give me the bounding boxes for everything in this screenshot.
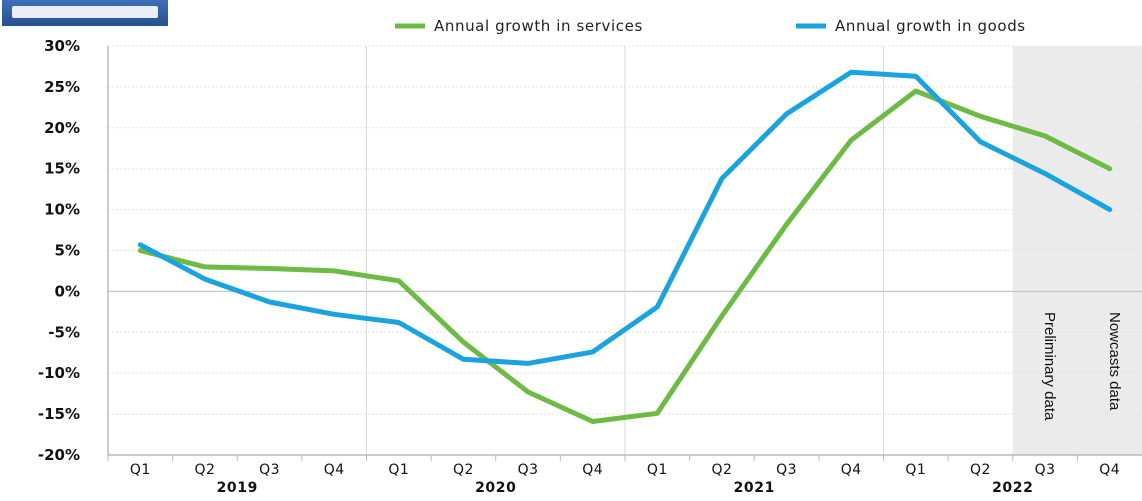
y-tick-label: -10% (38, 364, 80, 382)
annotation-label: Nowcasts data (1106, 312, 1123, 411)
legend-label: Annual growth in services (434, 17, 643, 35)
y-tick-label: 20% (44, 119, 80, 137)
x-tick-label: Q4 (1099, 462, 1120, 478)
y-tick-label: 15% (44, 160, 80, 178)
x-tick-label: Q1 (388, 462, 409, 478)
x-tick-label: Q3 (518, 462, 539, 478)
year-label: 2020 (475, 480, 516, 496)
x-tick-label: Q2 (711, 462, 732, 478)
x-tick-label: Q3 (776, 462, 797, 478)
x-tick-label: Q3 (259, 462, 280, 478)
y-tick-label: 0% (55, 282, 80, 300)
x-tick-label: Q1 (647, 462, 668, 478)
y-tick-label: 25% (44, 78, 80, 96)
x-tick-label: Q4 (324, 462, 345, 478)
year-label: 2021 (734, 480, 775, 496)
series-line-goods (137, 69, 1113, 366)
x-tick-label: Q3 (1035, 462, 1056, 478)
x-tick-label: Q1 (905, 462, 926, 478)
y-tick-label: -20% (38, 446, 80, 464)
series-line-services (137, 88, 1113, 424)
year-label: 2022 (992, 480, 1033, 496)
y-tick-label: -5% (48, 323, 80, 341)
y-tick-label: 10% (44, 201, 80, 219)
logo (2, 0, 168, 26)
annotation-label: Preliminary data (1041, 312, 1058, 421)
year-label: 2019 (217, 480, 258, 496)
y-tick-label: -15% (38, 405, 80, 423)
x-tick-label: Q4 (582, 462, 603, 478)
y-tick-label: 5% (55, 242, 80, 260)
x-tick-label: Q2 (194, 462, 215, 478)
x-tick-label: Q2 (453, 462, 474, 478)
x-tick-label: Q2 (970, 462, 991, 478)
x-tick-label: Q4 (841, 462, 862, 478)
x-tick-label: Q1 (130, 462, 151, 478)
legend-label: Annual growth in goods (835, 17, 1026, 35)
y-tick-label: 30% (44, 37, 80, 55)
